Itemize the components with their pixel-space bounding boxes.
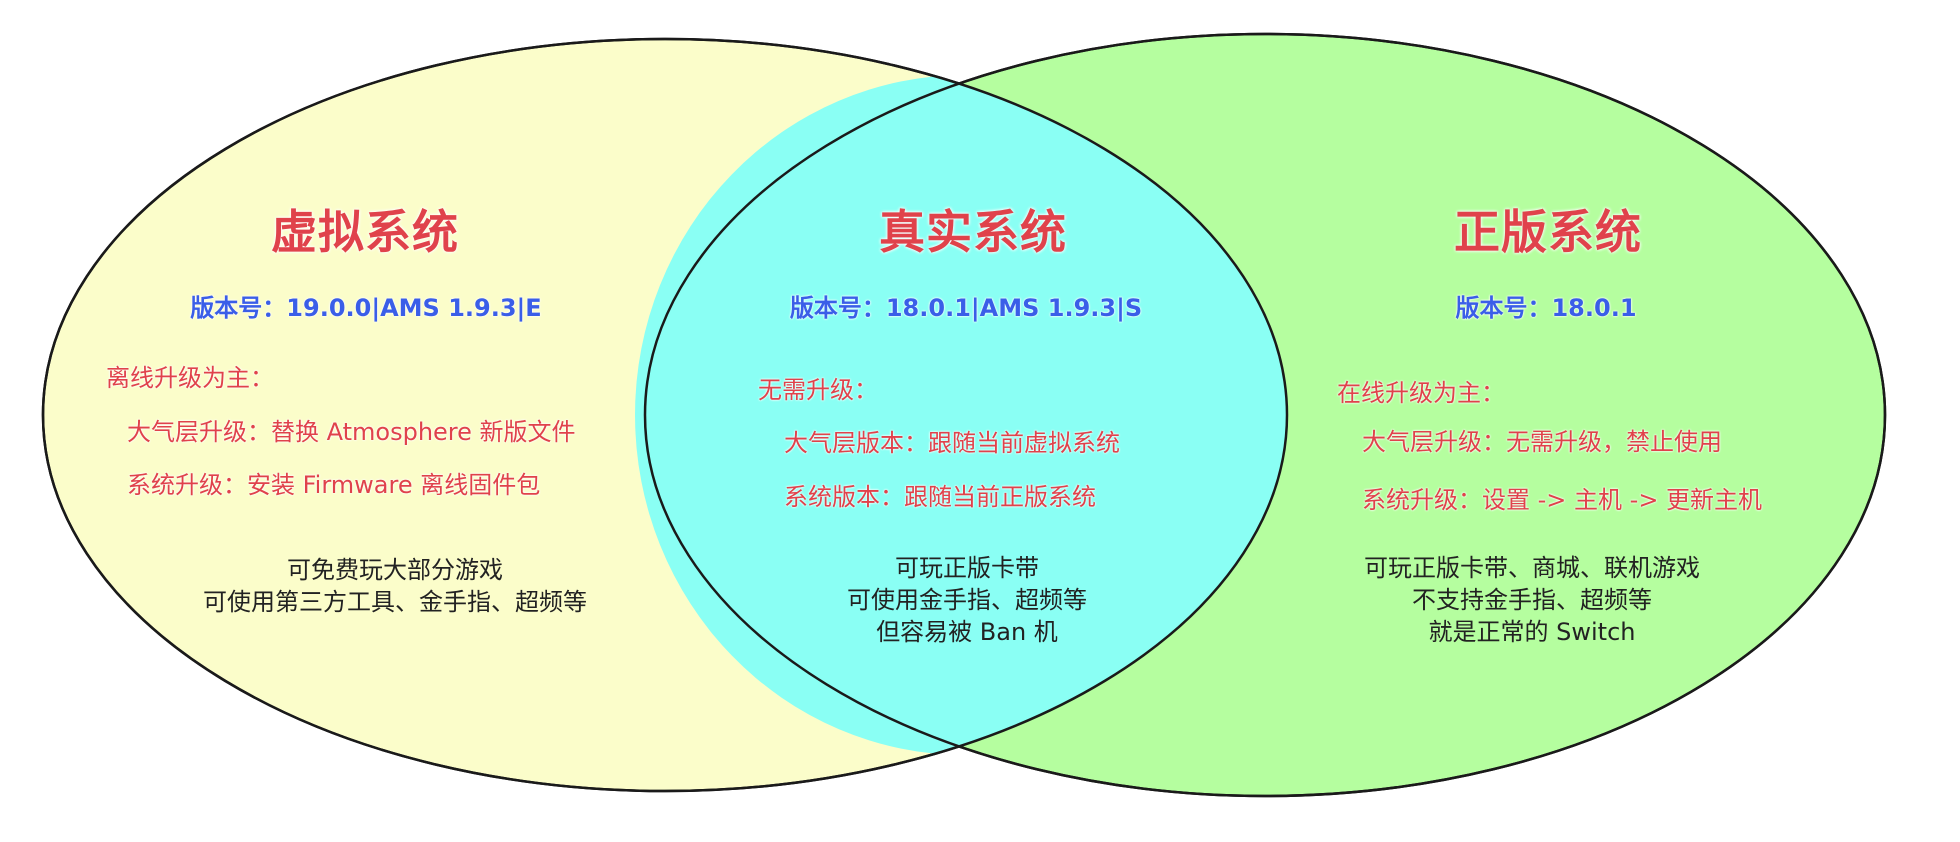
- real-system-description: 可玩正版卡带 可使用金手指、超频等 但容易被 Ban 机: [847, 552, 1087, 648]
- official-system-title: 正版系统: [1454, 205, 1642, 259]
- virtual-system-description: 可免费玩大部分游戏 可使用第三方工具、金手指、超频等: [203, 554, 587, 618]
- official-system-desc-line-2: 不支持金手指、超频等: [1412, 586, 1652, 614]
- official-system-outline: [643, 32, 1887, 798]
- official-system-description: 可玩正版卡带、商城、联机游戏 不支持金手指、超频等 就是正常的 Switch: [1364, 552, 1700, 648]
- virtual-system-atmosphere-upgrade: 大气层升级：替换 Atmosphere 新版文件: [127, 418, 576, 446]
- real-system-desc-line-2: 可使用金手指、超频等: [847, 586, 1087, 614]
- official-system-version: 版本号：18.0.1: [1455, 294, 1637, 322]
- virtual-system-firmware-upgrade: 系统升级：安装 Firmware 离线固件包: [127, 471, 541, 499]
- real-system-atmosphere-version: 大气层版本：跟随当前虚拟系统: [784, 429, 1120, 457]
- official-system-atmosphere-upgrade: 大气层升级：无需升级，禁止使用: [1362, 428, 1722, 456]
- official-system-desc-line-1: 可玩正版卡带、商城、联机游戏: [1364, 554, 1700, 582]
- virtual-system-title: 虚拟系统: [271, 205, 459, 259]
- virtual-system-outline: [41, 37, 1289, 793]
- real-system-desc-line-3: 但容易被 Ban 机: [876, 618, 1058, 646]
- official-system-desc-line-3: 就是正常的 Switch: [1428, 618, 1636, 646]
- real-system-firmware-version: 系统版本：跟随当前正版系统: [784, 483, 1096, 511]
- virtual-system-desc-line-2: 可使用第三方工具、金手指、超频等: [203, 588, 587, 616]
- virtual-system-version: 版本号：19.0.0|AMS 1.9.3|E: [190, 294, 542, 322]
- official-system-upgrade-heading: 在线升级为主：: [1337, 379, 1505, 407]
- official-system-firmware-upgrade: 系统升级：设置 -> 主机 -> 更新主机: [1362, 486, 1763, 514]
- real-system-title: 真实系统: [879, 205, 1067, 259]
- real-system-version: 版本号：18.0.1|AMS 1.9.3|S: [789, 294, 1143, 322]
- real-system-upgrade-heading: 无需升级：: [758, 376, 878, 404]
- virtual-system-desc-line-1: 可免费玩大部分游戏: [287, 556, 503, 584]
- real-system-overlap: [635, 75, 1287, 755]
- real-system-desc-line-1: 可玩正版卡带: [895, 554, 1039, 582]
- virtual-system-upgrade-heading: 离线升级为主：: [106, 364, 274, 392]
